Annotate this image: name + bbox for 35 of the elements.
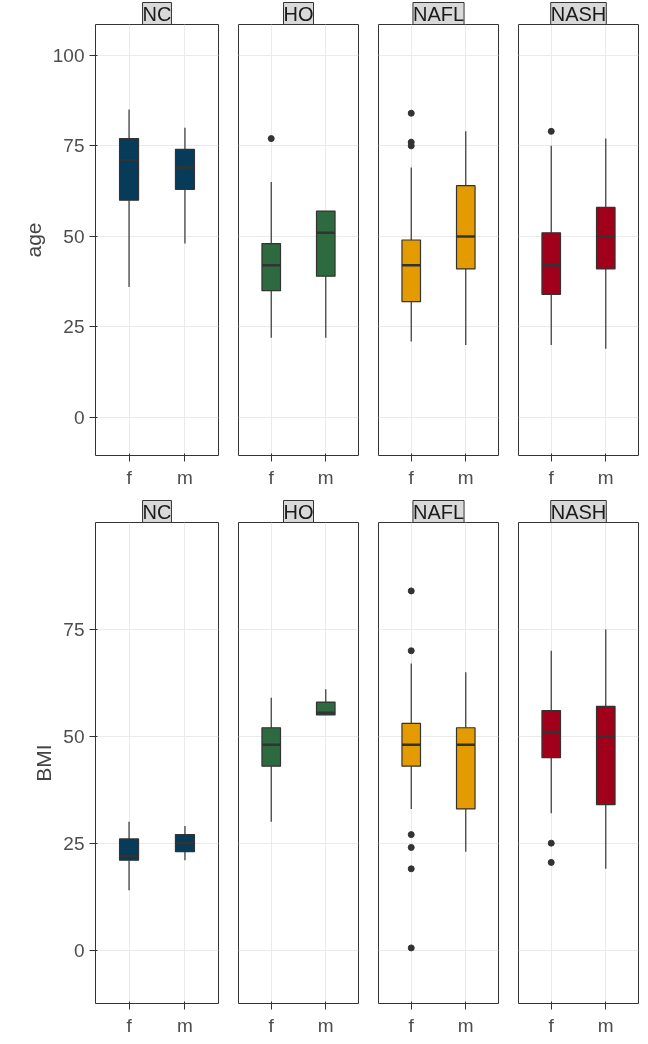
- x-tick-label: f: [268, 466, 275, 488]
- x-tick-label: f: [268, 1014, 275, 1036]
- y-axis-title: age: [21, 222, 45, 258]
- chart-title: NAFL: [412, 500, 465, 523]
- x-tick-label: m: [597, 1014, 614, 1036]
- chart-title: NC: [142, 500, 172, 523]
- chart-title: HO: [283, 2, 314, 25]
- y-tick-label: 75: [63, 135, 85, 157]
- x-tick-label: m: [317, 1014, 334, 1036]
- y-tick-label: 100: [52, 44, 85, 66]
- y-tick-label: 0: [73, 406, 85, 428]
- x-tick-label: m: [597, 466, 614, 488]
- x-tick-label: f: [126, 466, 133, 488]
- x-tick-label: m: [317, 466, 334, 488]
- y-tick-label: 50: [63, 725, 85, 747]
- x-tick-label: f: [126, 1014, 133, 1036]
- x-tick-label: m: [457, 466, 474, 488]
- y-axis-title: BMI: [32, 744, 56, 782]
- chart-title: NAFL: [412, 2, 465, 25]
- chart-title: NASH: [550, 500, 607, 523]
- y-tick-label: 50: [63, 225, 85, 247]
- x-tick-label: m: [177, 466, 193, 488]
- y-tick-label: 25: [63, 832, 85, 854]
- chart-title: NASH: [550, 2, 607, 25]
- chart-title: NC: [142, 2, 172, 25]
- y-tick-label: 25: [63, 316, 85, 338]
- x-tick-label: f: [548, 1014, 555, 1036]
- x-tick-label: f: [408, 466, 415, 488]
- x-tick-label: f: [408, 1014, 415, 1036]
- x-tick-label: f: [548, 466, 555, 488]
- y-tick-label: 75: [63, 618, 85, 640]
- x-tick-label: m: [457, 1014, 474, 1036]
- y-tick-label: 0: [73, 939, 85, 961]
- chart-title: HO: [283, 500, 314, 523]
- x-tick-label: m: [177, 1014, 193, 1036]
